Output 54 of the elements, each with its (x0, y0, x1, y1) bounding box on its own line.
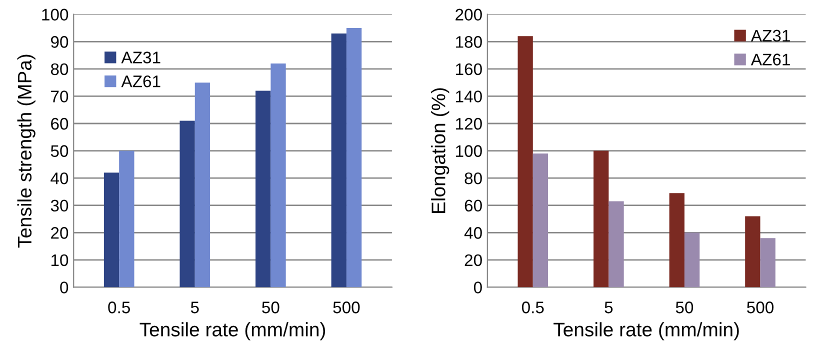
y-tick-label: 120 (456, 118, 482, 130)
bar (594, 150, 609, 288)
legend-label: AZ31 (121, 52, 160, 64)
x-tick-label: 5 (190, 302, 199, 314)
x-tick-label: 0.5 (522, 302, 544, 314)
y-tick-label: 20 (51, 227, 68, 239)
x-tick-label: 500 (333, 302, 360, 314)
y-tick-label: 30 (50, 200, 68, 212)
y-tick-label: 180 (456, 36, 482, 48)
y-tick-label: 140 (456, 90, 482, 102)
y-tick-label: 80 (50, 63, 68, 76)
x-tick-label: 50 (676, 302, 694, 314)
bar (270, 63, 286, 288)
bar (745, 216, 760, 288)
y-tick-label: 70 (51, 90, 68, 102)
y-axis-title: Elongation (%) (431, 88, 450, 213)
bar (518, 36, 533, 288)
y-tick-label: 60 (464, 200, 482, 212)
x-tick-label: 500 (747, 302, 774, 314)
y-tick-label: 200 (456, 8, 482, 21)
x-axis-title: Tensile rate (mm/min) (140, 322, 326, 340)
x-axis-title: Tensile rate (mm/min) (554, 322, 739, 340)
bar (532, 154, 548, 288)
y-tick-label: 80 (464, 172, 482, 184)
bar (346, 28, 362, 288)
y-tick-label: 10 (51, 254, 68, 266)
bar (104, 172, 120, 288)
x-tick-label: 5 (604, 302, 613, 314)
y-tick-label: 160 (456, 63, 482, 76)
y-tick-label: 40 (50, 172, 68, 184)
x-tick-label: 50 (262, 302, 280, 314)
y-tick-label: 0 (474, 282, 482, 294)
bar (684, 232, 700, 288)
x-tick-label: 0.5 (108, 302, 130, 314)
y-tick-label: 20 (464, 254, 482, 266)
y-tick-label: 50 (50, 145, 68, 157)
bar (119, 150, 134, 288)
bar (760, 238, 776, 288)
legend-label: AZ31 (750, 30, 790, 42)
y-tick-label: 100 (456, 145, 482, 157)
y-tick-label: 60 (51, 118, 68, 130)
bar (669, 193, 684, 288)
y-tick-label: 100 (42, 8, 68, 21)
y-tick-label: 90 (51, 36, 68, 48)
legend-label: AZ61 (750, 54, 790, 66)
y-tick-label: 40 (464, 227, 482, 239)
bar (608, 201, 624, 288)
y-axis-title: Tensile strength (MPa) (17, 54, 36, 248)
legend-label: AZ61 (121, 75, 160, 88)
bar (180, 120, 195, 288)
bar (256, 90, 271, 288)
bar (331, 33, 346, 288)
bar (194, 82, 210, 288)
y-tick-label: 0 (60, 282, 68, 294)
